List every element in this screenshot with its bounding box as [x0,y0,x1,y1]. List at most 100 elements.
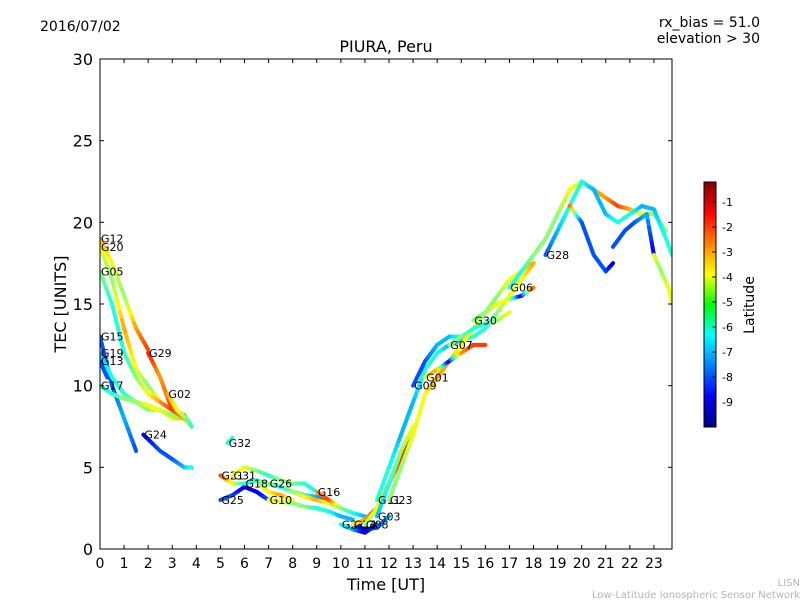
series-label: G17 [101,380,124,393]
x-tick-label: 15 [452,556,470,572]
y-axis-label: TEC [UNITS] [51,256,70,354]
series-label: G03 [378,510,401,523]
y-tick-label: 20 [73,213,93,232]
series-unlabeled-32 [610,212,656,257]
series-segment [409,424,416,433]
colorbar-tick-label: -2 [722,221,733,234]
x-tick-label: 9 [312,556,321,572]
y-axis: 0 5 10 15 20 25 30 [73,50,672,559]
series-label: G08 [366,519,389,532]
y-tick-label: 30 [73,50,93,69]
series-segment [144,344,151,352]
colorbar-tick-label: -9 [722,396,733,409]
x-tick-label: 1 [120,556,129,572]
series-segment [348,517,355,522]
series-label: G18 [246,478,269,491]
series-label: G06 [510,282,533,295]
x-tick-label: 19 [549,556,567,572]
series-segment [132,443,139,453]
colorbar-tick-label: -7 [722,346,733,359]
series-label: G05 [101,265,124,278]
series-segment [360,513,367,519]
x-tick-label: 5 [216,556,225,572]
series-label: G10 [270,494,293,507]
y-tick-label: 25 [73,132,93,151]
colorbar-tick-label: -8 [722,371,733,384]
series-g30: G30 [471,285,536,327]
y-tick-label: 10 [73,377,93,396]
x-axis: 0 1 2 3 4 5 6 7 8 9 10 11 12 13 14 15 16 17 18 19 20 21 22 23 [96,59,663,572]
x-tick-label: 18 [525,556,543,572]
series-g01: G01 [423,342,488,385]
series-layer: G12G20G05G15G19G13G17G29G02G24G32G21G25G… [100,179,672,535]
colorbar-tick-label: -6 [722,321,733,334]
series-segment [188,423,194,429]
series-label: G16 [318,486,341,499]
series-g02: G02 [165,388,194,429]
series-label: G25 [221,494,244,507]
series-segment [385,514,392,521]
series-g24: G24 [141,429,194,470]
elevation-threshold-label: elevation > 30 [657,31,760,47]
y-tick-label: 5 [83,458,93,477]
series-g12: G12 [100,233,151,352]
series-segment [229,435,235,441]
colorbar [703,181,717,428]
footer-network-abbrev: LISN [778,578,800,589]
x-tick-label: 21 [597,556,615,572]
series-label: G19 [101,347,124,360]
series-g03: G03 [374,424,416,523]
series-g16: G16 [314,486,367,519]
series-label: G28 [547,249,570,262]
footer-network-name: Low-Latitude Ionospheric Sensor Network [592,590,800,600]
y-tick-label: 15 [73,295,93,314]
series-label: G24 [144,429,167,442]
series-g14: G14 [350,514,392,532]
colorbar-ticks: -1 -2 -3 -4 -5 -6 -7 -8 -9 [712,196,733,409]
colorbar-tick-label: -5 [722,296,733,309]
series-segment [104,372,110,380]
series-label: G13 [101,355,124,368]
series-label: G12 [101,233,124,246]
series-label: G23 [390,494,413,507]
rx-bias-label: rx_bias = 51.0 [659,15,760,31]
x-tick-label: 8 [288,556,297,572]
series-segment [609,261,615,267]
elevation-label: PIURA, Peru [339,37,432,56]
x-tick-label: 11 [356,556,374,572]
series-label: G09 [414,380,437,393]
x-tick-label: 6 [240,556,249,572]
series-g10: G10 [266,494,355,522]
colorbar-label: Latitude [742,276,758,334]
x-tick-label: 12 [380,556,398,572]
series-segment [505,310,512,316]
colorbar-tick-label: -4 [722,271,733,284]
series-g11: G11 [374,261,536,507]
x-tick-label: 16 [476,556,494,572]
series-g28: G28 [543,179,672,262]
series-g31: G31 [230,465,319,494]
x-tick-label: 3 [168,556,177,572]
x-tick-label: 7 [264,556,273,572]
series-label: G31 [233,470,256,483]
x-tick-label: 20 [573,556,591,572]
series-segment [372,522,379,528]
series-label: G15 [101,331,124,344]
series-label: G02 [168,388,191,401]
x-tick-label: 0 [96,556,105,572]
series-g09: G09 [411,334,464,393]
y-tick-label: 0 [83,540,93,559]
series-g13: G13 [100,355,124,380]
x-tick-label: 22 [621,556,639,572]
colorbar-tick-label: -3 [722,246,733,259]
x-tick-label: 14 [428,556,446,572]
x-tick-label: 13 [404,556,422,572]
colorbar-tick-label: -1 [722,196,733,209]
series-segment [529,261,536,267]
x-tick-label: 17 [501,556,519,572]
series-label: G30 [474,314,497,327]
series-g32: G32 [225,435,251,450]
series-label: G29 [149,347,172,360]
x-tick-label: 4 [192,556,201,572]
